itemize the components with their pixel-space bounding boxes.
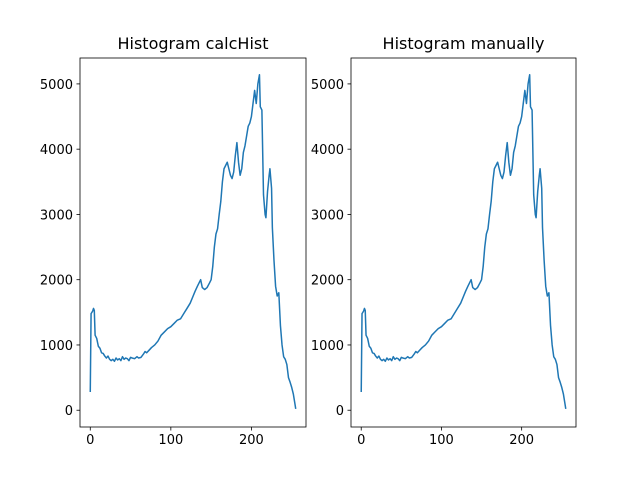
y-tick-label: 5000 [311, 78, 344, 93]
y-tick-label: 5000 [40, 78, 73, 93]
axes-frame [79, 57, 307, 428]
y-tick-label: 1000 [40, 339, 73, 354]
y-tick-label: 3000 [40, 208, 73, 223]
chart-title: Histogram manually [383, 34, 545, 53]
axes-frame [350, 57, 577, 428]
x-tick-label: 200 [239, 433, 264, 448]
y-tick-label: 4000 [40, 143, 73, 158]
y-tick-label: 2000 [40, 274, 73, 289]
x-tick-label: 0 [86, 433, 94, 448]
histogram-line [360, 74, 567, 410]
x-tick-label: 200 [509, 433, 534, 448]
histogram-line [89, 74, 297, 410]
y-tick-label: 0 [336, 404, 344, 419]
y-tick-label: 3000 [311, 208, 344, 223]
y-tick-label: 2000 [311, 274, 344, 289]
chart-title: Histogram calcHist [117, 34, 268, 53]
x-tick-label: 100 [158, 433, 183, 448]
y-tick-label: 1000 [311, 339, 344, 354]
x-tick-label: 0 [357, 433, 365, 448]
y-tick-label: 0 [65, 404, 73, 419]
x-tick-label: 100 [429, 433, 454, 448]
y-tick-label: 4000 [311, 143, 344, 158]
